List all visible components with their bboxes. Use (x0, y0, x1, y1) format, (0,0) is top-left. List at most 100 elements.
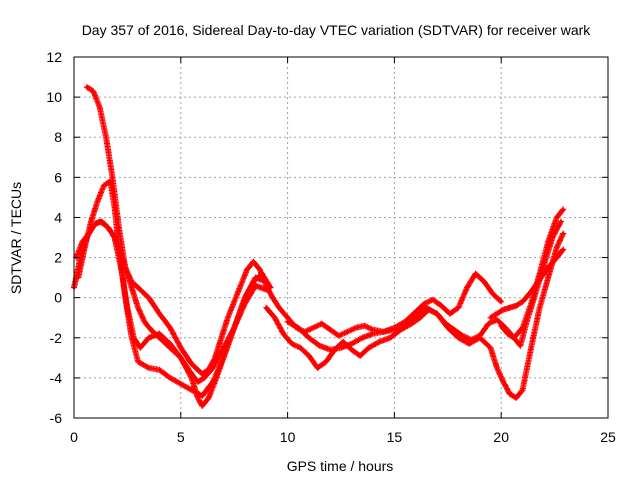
data-point (117, 246, 121, 250)
data-point (130, 286, 134, 290)
data-point (486, 322, 490, 326)
data-point (298, 346, 302, 350)
data-point (316, 366, 320, 370)
data-point (232, 300, 236, 304)
data-point (260, 272, 264, 276)
data-point (362, 324, 366, 328)
data-point (424, 306, 428, 310)
data-point (142, 320, 146, 324)
data-point (281, 332, 285, 336)
data-point (337, 334, 341, 338)
y-tick-label: 4 (54, 209, 62, 225)
data-point (179, 346, 183, 350)
data-point (371, 332, 375, 336)
data-point (85, 236, 89, 239)
data-point (341, 340, 345, 344)
x-axis-label: GPS time / hours (287, 458, 394, 474)
data-point (119, 266, 123, 270)
data-point (358, 354, 362, 358)
data-point (98, 219, 102, 223)
x-tick-label: 0 (70, 429, 78, 445)
data-point (245, 268, 249, 272)
y-tick-label: -4 (50, 370, 63, 386)
y-tick-label: 8 (54, 129, 62, 145)
data-point (320, 322, 324, 326)
data-point (318, 344, 322, 348)
data-point (102, 183, 106, 187)
data-point (157, 336, 161, 340)
data-point (307, 354, 311, 358)
y-tick-label: 12 (46, 49, 62, 65)
data-point (328, 328, 332, 332)
data-point (207, 396, 211, 400)
data-point (345, 330, 349, 334)
series-track-9 (498, 218, 565, 349)
data-point (339, 346, 343, 350)
data-point (456, 306, 460, 310)
data-point (202, 376, 206, 380)
data-point (147, 296, 151, 300)
data-point (482, 280, 486, 284)
data-point (512, 336, 516, 340)
data-point (179, 382, 183, 386)
data-point (136, 286, 140, 290)
data-point (269, 286, 273, 290)
data-point (125, 306, 129, 310)
data-point (189, 372, 193, 376)
data-point (448, 312, 452, 316)
data-point (277, 306, 281, 310)
data-point (392, 328, 396, 332)
data-point (559, 219, 563, 223)
data-point (514, 304, 518, 308)
data-point (435, 312, 439, 316)
data-point (147, 336, 151, 340)
data-point (136, 360, 140, 364)
data-point (501, 308, 505, 312)
data-point (446, 326, 450, 330)
data-point (456, 336, 460, 340)
data-point (506, 332, 510, 336)
data-point (157, 368, 161, 372)
data-point (388, 336, 392, 340)
data-point (371, 328, 375, 332)
data-point (104, 135, 108, 139)
data-point (555, 256, 559, 260)
data-point (110, 231, 114, 235)
y-tick-label: 6 (54, 169, 62, 185)
data-point (422, 302, 426, 306)
data-point (138, 346, 142, 350)
data-point (219, 336, 223, 340)
data-point (132, 336, 136, 340)
data-point (200, 404, 204, 408)
data-point (271, 296, 275, 300)
data-point (290, 342, 294, 346)
data-point (555, 246, 559, 250)
data-point (508, 306, 512, 310)
data-point (286, 320, 290, 324)
data-point (350, 348, 354, 352)
data-point (89, 219, 93, 223)
y-tick-label: 10 (46, 89, 62, 105)
data-point (211, 366, 215, 370)
data-point (91, 223, 95, 227)
data-point (200, 394, 204, 398)
data-point (324, 360, 328, 364)
data-point (113, 205, 117, 209)
y-axis-label: SDTVAR / TECUs (8, 182, 24, 294)
data-point (561, 248, 565, 252)
data-point (196, 380, 200, 384)
data-point (439, 304, 443, 308)
data-point (521, 300, 525, 304)
data-point (529, 290, 533, 294)
data-point (354, 326, 358, 330)
x-tick-label: 15 (387, 429, 403, 445)
data-point (561, 207, 565, 211)
data-point (85, 85, 89, 89)
data-point (514, 396, 518, 400)
data-point (232, 326, 236, 330)
data-point (403, 324, 407, 328)
data-point (147, 366, 151, 370)
data-point (264, 280, 268, 284)
